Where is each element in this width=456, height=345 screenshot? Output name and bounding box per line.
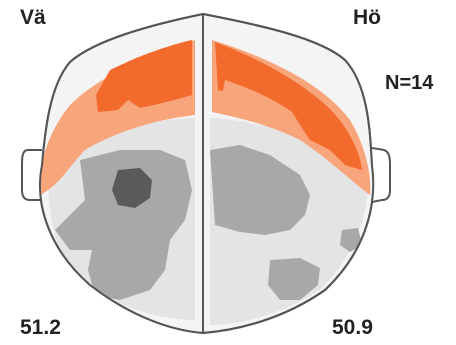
light-orange-inlay-right	[222, 80, 300, 125]
mid-gray-region-left	[55, 150, 192, 300]
left-ear	[21, 149, 42, 201]
dark-orange-region-right	[215, 42, 362, 170]
left-value: 51.2	[20, 316, 61, 339]
dark-gray-region-left	[112, 168, 152, 208]
right-ear	[371, 147, 391, 203]
right-value: 50.9	[332, 316, 373, 339]
sample-size-label: N=14	[385, 72, 434, 94]
mid-gray-region-right	[210, 145, 310, 235]
dark-orange-region-left	[96, 40, 192, 112]
mid-gray-spot-right	[268, 258, 320, 300]
right-hemisphere-label: Hö	[353, 6, 381, 29]
left-hemisphere-label: Vä	[20, 6, 46, 29]
mid-gray-spot-far-right	[340, 228, 362, 252]
